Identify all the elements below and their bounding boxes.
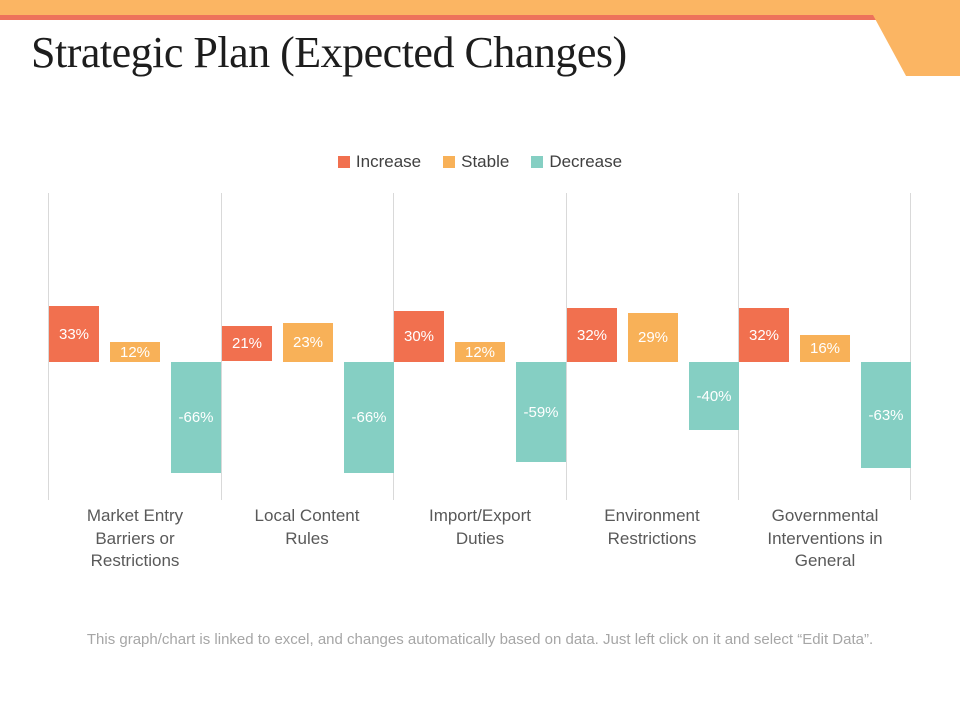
category-label: Environment Restrictions	[604, 506, 700, 548]
bar-value-label: 30%	[403, 328, 435, 345]
bar-value-label: 32%	[576, 326, 608, 344]
bar-value-label: 12%	[119, 343, 151, 361]
bar-value-label: 21%	[231, 335, 263, 352]
bar-increase: 30%	[394, 311, 444, 362]
legend-label: Decrease	[549, 152, 623, 171]
category-label: Governmental Interventions in General	[767, 506, 883, 571]
slide-title: Strategic Plan (Expected Changes)	[31, 28, 627, 77]
footnote: This graph/chart is linked to excel, and…	[86, 631, 874, 648]
accent-underline	[0, 15, 876, 20]
legend-swatch-icon	[531, 156, 544, 168]
legend-item-decrease: Decrease	[531, 152, 622, 172]
bar-increase: 33%	[49, 306, 99, 362]
gridline	[566, 193, 567, 500]
bar-value-label: 12%	[464, 343, 496, 361]
category-axis: Market Entry Barriers or Restrictions Loc…	[48, 505, 911, 585]
bar-value-label: -63%	[868, 406, 904, 424]
bar-decrease: -40%	[689, 362, 739, 430]
gridline	[221, 193, 222, 500]
gridline	[48, 193, 49, 500]
bar-value-label: 29%	[637, 329, 669, 346]
bar-decrease: -59%	[516, 362, 566, 462]
chart-plot-area[interactable]: 33% 12% -66% 21% 23% -66% 30% 12% -59% 32% 29% -40%…	[48, 193, 911, 500]
bar-stable: 16%	[800, 335, 850, 362]
bar-value-label: 23%	[292, 334, 324, 351]
bar-increase: 21%	[222, 326, 272, 361]
gridline	[738, 193, 739, 500]
category-label: Market Entry Barriers or Restrictions	[86, 506, 184, 571]
bar-decrease: -63%	[861, 362, 911, 468]
bar-stable: 12%	[455, 342, 505, 362]
legend-label: Stable	[461, 152, 510, 171]
gridline	[910, 193, 911, 500]
gridline	[393, 193, 394, 500]
legend-swatch-icon	[337, 156, 350, 168]
top-accent-bar	[0, 0, 960, 15]
legend-item-increase: Increase	[337, 152, 422, 172]
bar-value-label: 16%	[809, 340, 841, 357]
bar-value-label: -40%	[696, 387, 732, 405]
bar-stable: 23%	[283, 323, 333, 362]
chart-legend: Increase Stable Decrease	[0, 152, 960, 172]
legend-swatch-icon	[443, 156, 456, 168]
bar-value-label: -59%	[523, 403, 559, 421]
legend-item-stable: Stable	[443, 152, 509, 172]
bar-decrease: -66%	[171, 362, 221, 473]
bar-stable: 12%	[110, 342, 160, 362]
category-label: Import/Export Duties	[428, 506, 532, 548]
bar-value-label: 33%	[58, 325, 90, 343]
category-label: Local Content Rules	[254, 506, 360, 548]
bar-stable: 29%	[628, 313, 678, 362]
bar-value-label: -66%	[178, 409, 214, 426]
bar-decrease: -66%	[344, 362, 394, 473]
bar-value-label: 32%	[748, 326, 780, 344]
bar-increase: 32%	[739, 308, 789, 362]
bar-increase: 32%	[567, 308, 617, 362]
bar-value-label: -66%	[351, 409, 387, 426]
legend-label: Increase	[355, 152, 422, 171]
